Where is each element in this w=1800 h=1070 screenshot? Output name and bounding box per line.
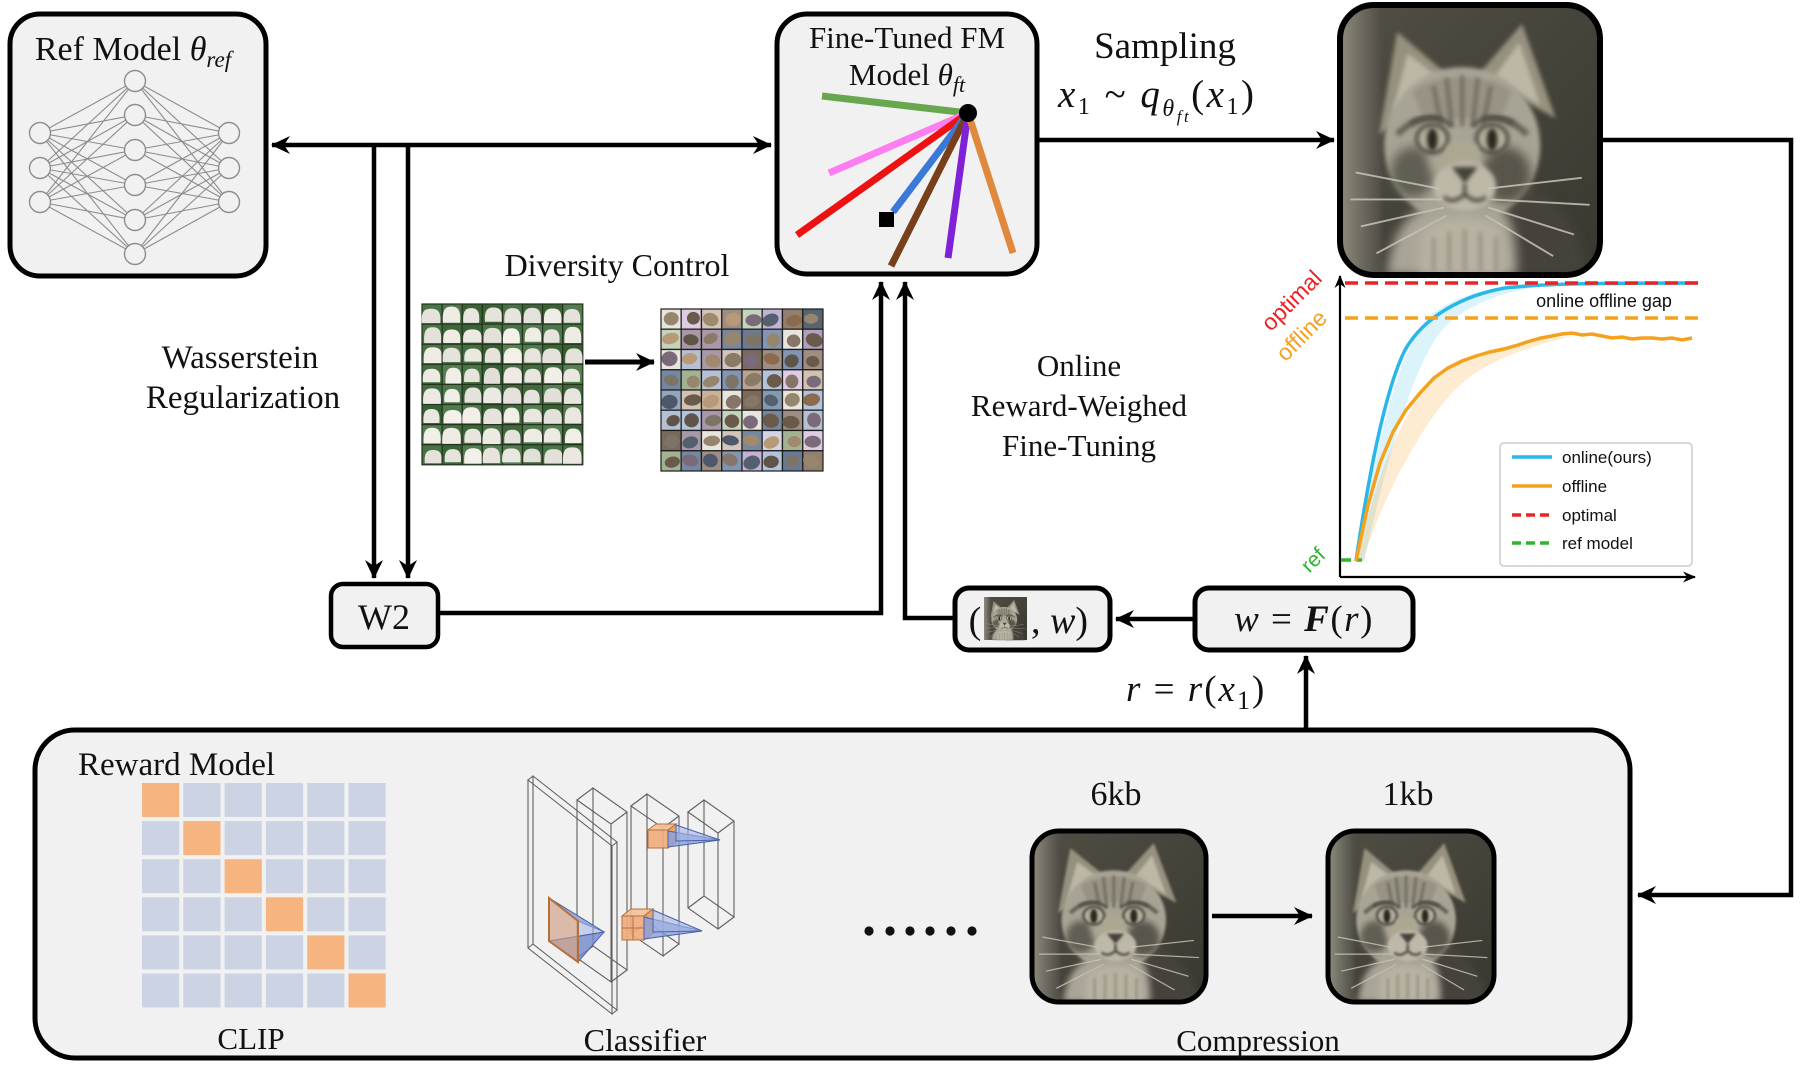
svg-text:w = F(r): w = F(r) bbox=[1234, 599, 1374, 640]
svg-text:Model θft: Model θft bbox=[849, 57, 966, 97]
svg-text:Compression: Compression bbox=[1176, 1023, 1340, 1058]
svg-text:Classifier: Classifier bbox=[584, 1022, 707, 1058]
svg-text:online(ours): online(ours) bbox=[1562, 448, 1652, 467]
svg-text:Wasserstein: Wasserstein bbox=[162, 340, 319, 376]
svg-text:Sampling: Sampling bbox=[1094, 26, 1236, 67]
svg-text:Fine-Tuned FM: Fine-Tuned FM bbox=[809, 20, 1005, 55]
svg-text:optimal: optimal bbox=[1562, 506, 1617, 525]
svg-text:W2: W2 bbox=[358, 597, 410, 637]
svg-text:ref model: ref model bbox=[1562, 534, 1633, 553]
svg-text:Fine-Tuning: Fine-Tuning bbox=[1002, 428, 1156, 463]
svg-text:offline: offline bbox=[1562, 477, 1607, 496]
svg-text:x1 ~ qθft(x1): x1 ~ qθft(x1) bbox=[1057, 73, 1256, 126]
svg-text:Regularization: Regularization bbox=[146, 380, 340, 416]
svg-text:CLIP: CLIP bbox=[217, 1021, 284, 1056]
svg-text:Reward Model: Reward Model bbox=[78, 747, 275, 783]
svg-text:ref: ref bbox=[1297, 543, 1331, 577]
svg-text:, w): , w) bbox=[1031, 600, 1088, 642]
svg-text:online offline gap: online offline gap bbox=[1536, 291, 1672, 311]
svg-text:Ref Model θref: Ref Model θref bbox=[35, 31, 235, 72]
svg-text:6kb: 6kb bbox=[1091, 776, 1142, 813]
svg-text:1kb: 1kb bbox=[1383, 776, 1434, 813]
svg-text:Online: Online bbox=[1037, 348, 1121, 383]
svg-text:Diversity Control: Diversity Control bbox=[505, 247, 730, 283]
svg-text:r = r(x1): r = r(x1) bbox=[1126, 669, 1266, 715]
svg-text:(: ( bbox=[969, 600, 982, 642]
svg-text:Reward-Weighed: Reward-Weighed bbox=[971, 388, 1188, 423]
